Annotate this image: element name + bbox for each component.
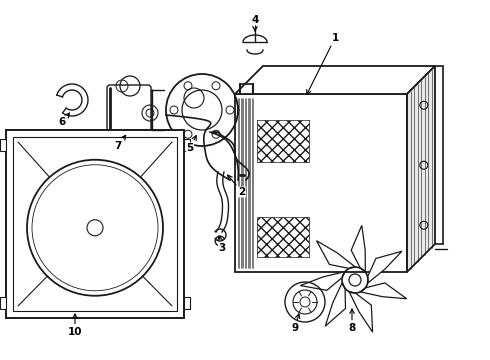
Text: 1: 1 [307,33,339,94]
Text: 6: 6 [58,113,70,127]
Text: 8: 8 [348,309,356,333]
Polygon shape [407,66,435,272]
Bar [0,139,6,151]
Text: 3: 3 [218,236,225,253]
Text: 10: 10 [68,314,82,337]
Bar [235,94,407,272]
Bar [184,297,190,309]
Bar [184,139,190,151]
Polygon shape [300,272,345,290]
Text: 2: 2 [228,175,245,197]
Polygon shape [368,251,402,283]
Polygon shape [349,292,372,332]
Bar [257,120,309,162]
Text: 9: 9 [292,314,300,333]
Bar [0,297,6,309]
Bar [257,217,309,257]
Bar [6,130,184,318]
Text: 4: 4 [251,15,259,31]
Text: 7: 7 [114,135,125,151]
Bar [13,137,177,311]
Polygon shape [360,283,407,299]
Text: 5: 5 [186,136,196,153]
Polygon shape [317,241,355,269]
Polygon shape [325,283,345,326]
FancyBboxPatch shape [107,85,151,131]
Polygon shape [351,225,366,272]
Polygon shape [235,66,435,94]
